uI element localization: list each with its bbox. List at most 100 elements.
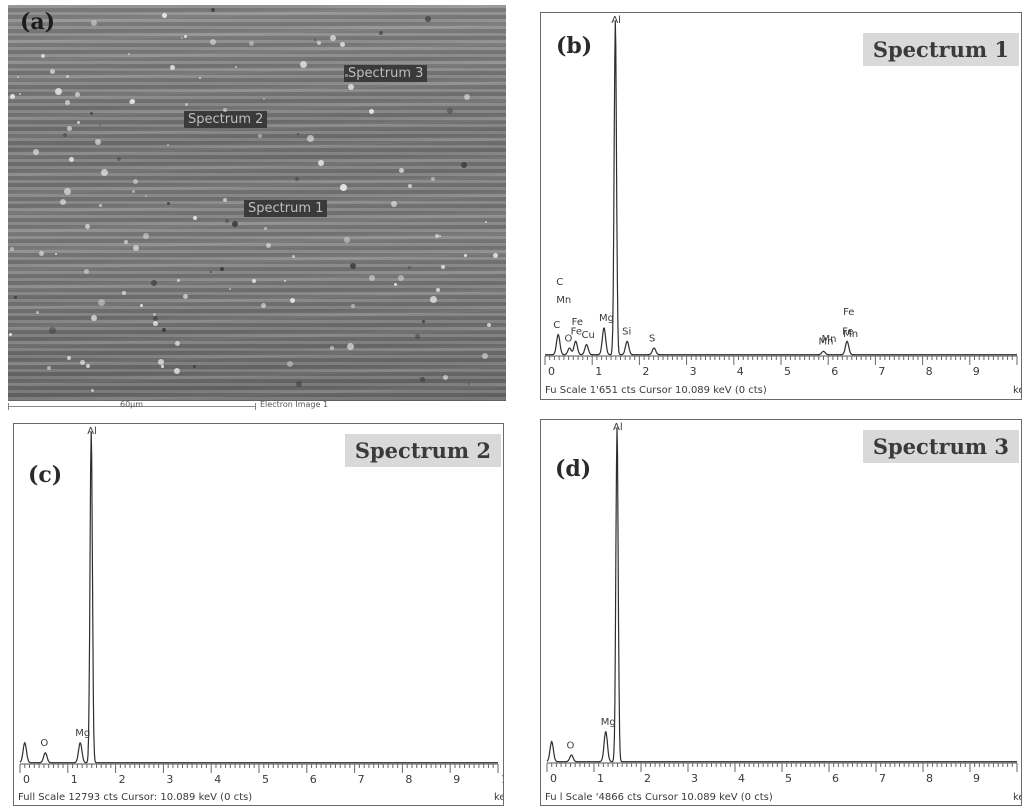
peak-label: O [566,740,574,751]
particle-mark [185,103,188,106]
panel-a-letter: (a) [20,9,56,35]
spectrum-2-tag[interactable]: Spectrum 2 [184,111,268,128]
electron-image-label: Electron Image 1 [260,400,329,409]
particle-mark [177,279,180,282]
particle-mark [464,94,470,100]
particle-mark [101,169,108,176]
particle-mark [140,304,143,307]
pit-mark [422,320,425,323]
pit-mark [379,31,383,35]
particle-mark [330,35,336,41]
spectrum-line [546,427,1017,763]
particle-mark [75,92,80,97]
x-tick-label: 5 [785,772,792,785]
particle-mark [487,323,491,327]
particle-mark [391,201,397,207]
particle-mark [284,280,286,282]
particle-mark [175,341,180,346]
peak-label: Mn [818,337,833,348]
particle-mark [66,75,69,78]
x-tick-label: 10 [1020,365,1021,378]
particle-mark [398,275,404,281]
x-tick-label: 9 [973,365,980,378]
sem-micrograph: (a) Spectrum 3 Spectrum 2 Spectrum 1 [8,5,506,401]
x-tick-label: 7 [878,365,885,378]
particle-mark [307,135,314,142]
particle-mark [170,65,175,70]
pit-mark [14,296,17,299]
spectrum-line [19,431,498,764]
particle-mark [431,177,435,181]
particle-mark [408,184,412,188]
particle-mark [85,224,90,229]
particle-mark [344,237,350,243]
particle-mark [348,84,354,90]
pit-mark [295,177,299,181]
x-tick-label: 5 [784,365,791,378]
particle-mark [36,311,39,314]
particle-mark [98,299,105,306]
pit-mark [193,365,196,368]
spectrum-1-chart: (b) Spectrum 1 0 1 2 3 4 5 6 7 8 9 10 keV Fu Scale 1… [540,12,1022,400]
peak-label: Mg [75,728,90,739]
particle-mark [153,313,156,316]
particle-mark [153,321,158,326]
x-tick-label: 0 [23,773,30,786]
particle-mark [145,195,147,197]
x-tick-label: 10 [1020,772,1021,785]
peak-label: Al [87,426,97,437]
element-label: Fe [843,307,854,318]
pit-mark [232,221,238,227]
spectrum-1-tag[interactable]: Spectrum 1 [244,200,328,217]
particle-mark [133,179,138,184]
particle-mark [69,157,74,162]
particle-mark [9,333,12,336]
particle-mark [162,13,167,18]
peak-label: Fe [842,327,853,338]
pit-mark [415,334,420,339]
x-tick-label: 0 [548,365,555,378]
x-tick-label: 1 [595,365,602,378]
x-tick-label: 0 [550,772,557,785]
particle-mark [287,361,293,367]
pit-mark [225,219,229,223]
particle-mark [264,227,267,230]
x-tick-label: 8 [926,365,933,378]
particle-mark [340,42,345,47]
pit-mark [162,328,166,332]
peak-label: Mg [599,313,614,324]
spectrum-2-chart: (c) Spectrum 2 0 1 2 3 4 5 6 7 8 9 10 keV Full Scale… [13,423,504,806]
spectrum-2-title: Spectrum 2 [344,434,501,467]
peak-label: O [565,333,573,344]
scale-bar-line [8,406,256,407]
x-tick-label: 2 [644,772,651,785]
particle-mark [394,283,397,286]
particle-mark [430,296,437,303]
x-tick-label: 8 [405,773,412,786]
element-label: Mn [556,295,571,306]
panel-d-letter: (d) [555,456,592,482]
particle-mark [91,315,97,321]
spectrum-3-chart: (d) Spectrum 3 0 1 2 3 4 5 6 7 8 9 10 keV Fu l Scale… [540,419,1022,806]
x-tick-label: 2 [119,773,126,786]
particle-mark [435,234,439,238]
spectrum-3-plot: 0 1 2 3 4 5 6 7 8 9 10 keV Fu l Scale '4866 cts Curs… [545,422,1021,803]
spectrum-2-plot: 0 1 2 3 4 5 6 7 8 9 10 keV Full Scale 12793 cts Curs… [18,426,503,803]
pit-mark [167,202,170,205]
pit-mark [251,213,254,216]
particle-mark [229,288,231,290]
particle-mark [443,375,448,380]
x-axis-unit: keV [1013,792,1021,803]
particle-mark [33,149,39,155]
particle-mark [64,188,71,195]
x-tick-label: 4 [737,365,744,378]
particle-mark [369,109,374,114]
spectrum-footer: Fu Scale 1'651 cts Cursor 10.089 keV (0 … [545,385,767,396]
pit-mark [220,267,224,271]
particle-mark [95,139,101,145]
x-tick-label: 4 [214,773,221,786]
sem-scale-bar: 60µm Electron Image 1 [8,400,506,416]
spectrum-3-tag[interactable]: Spectrum 3 [344,65,428,82]
x-tick-label: 3 [166,773,173,786]
particle-mark [91,389,94,392]
